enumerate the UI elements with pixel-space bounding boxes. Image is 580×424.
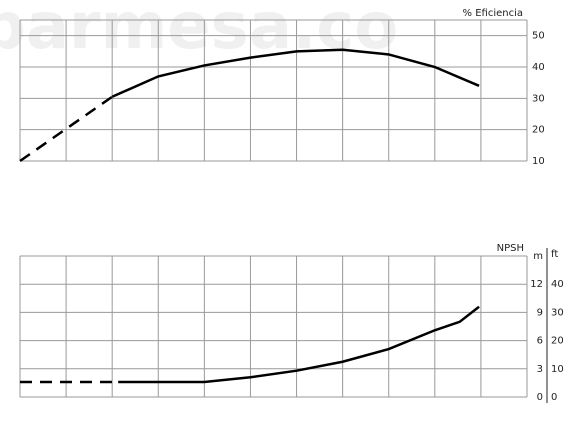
curve [111, 48, 480, 98]
y2-tick-label: 20 [551, 336, 564, 347]
y-axis-unit: m [533, 251, 543, 262]
y2-axis-unit: ft [551, 249, 558, 260]
y-tick-label: 40 [532, 62, 545, 73]
y-tick-label: 12 [530, 279, 543, 290]
y-tick-label: 3 [537, 364, 543, 375]
chart-title: NPSH [497, 243, 524, 254]
y2-tick-label: 40 [551, 279, 564, 290]
y-tick-label: 9 [537, 307, 543, 318]
chart-title: % Eficiencia [463, 8, 523, 19]
y2-tick-label: 0 [551, 392, 557, 403]
y-tick-label: 6 [537, 336, 543, 347]
y2-tick-label: 30 [551, 307, 564, 318]
y-tick-label: 10 [532, 156, 545, 167]
y-tick-label: 50 [532, 31, 545, 42]
y2-tick-label: 10 [551, 364, 564, 375]
y-tick-label: 0 [537, 392, 543, 403]
watermark: parmesa.co [0, 0, 398, 64]
y-tick-label: 20 [532, 125, 545, 136]
y-tick-label: 30 [532, 93, 545, 104]
curve [118, 305, 480, 384]
